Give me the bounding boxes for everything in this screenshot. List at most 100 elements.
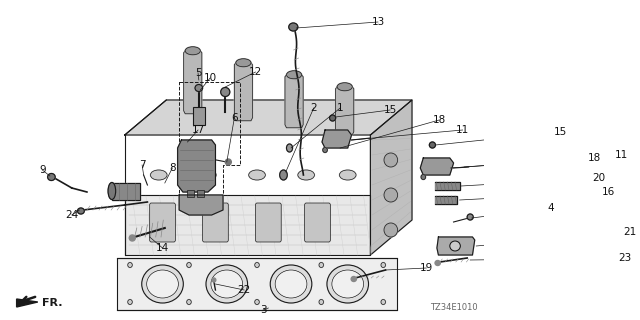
Ellipse shape — [236, 59, 251, 67]
Text: 18: 18 — [433, 115, 446, 125]
Text: 22: 22 — [237, 285, 251, 295]
Text: 20: 20 — [592, 173, 605, 183]
Ellipse shape — [319, 300, 324, 305]
FancyBboxPatch shape — [197, 189, 204, 196]
Polygon shape — [322, 130, 351, 148]
Text: TZ34E1010: TZ34E1010 — [430, 303, 477, 312]
Ellipse shape — [287, 71, 301, 79]
Ellipse shape — [327, 265, 369, 303]
Ellipse shape — [206, 265, 248, 303]
Ellipse shape — [150, 170, 167, 180]
Ellipse shape — [287, 144, 292, 152]
Ellipse shape — [47, 173, 55, 180]
Text: 15: 15 — [554, 127, 568, 137]
FancyBboxPatch shape — [187, 189, 194, 196]
Ellipse shape — [77, 208, 84, 214]
Ellipse shape — [429, 142, 435, 148]
Text: 10: 10 — [204, 73, 217, 83]
Ellipse shape — [147, 270, 179, 298]
Ellipse shape — [450, 241, 460, 251]
Ellipse shape — [323, 148, 327, 153]
Ellipse shape — [129, 235, 135, 241]
Text: 4: 4 — [547, 203, 554, 213]
Ellipse shape — [249, 170, 266, 180]
Ellipse shape — [108, 182, 116, 199]
FancyBboxPatch shape — [305, 203, 330, 242]
Ellipse shape — [128, 262, 132, 268]
Ellipse shape — [141, 265, 183, 303]
Text: 5: 5 — [195, 68, 202, 78]
Text: 19: 19 — [420, 263, 433, 273]
Ellipse shape — [195, 84, 203, 92]
FancyBboxPatch shape — [255, 203, 281, 242]
Text: 1: 1 — [337, 103, 344, 113]
Polygon shape — [17, 299, 38, 307]
Polygon shape — [371, 100, 412, 255]
Ellipse shape — [225, 159, 231, 165]
Polygon shape — [125, 100, 412, 135]
FancyBboxPatch shape — [193, 107, 205, 125]
Ellipse shape — [421, 174, 426, 180]
Ellipse shape — [128, 300, 132, 305]
Ellipse shape — [187, 262, 191, 268]
Ellipse shape — [255, 262, 259, 268]
Ellipse shape — [351, 276, 356, 282]
Text: FR.: FR. — [42, 298, 62, 308]
Ellipse shape — [319, 262, 324, 268]
Ellipse shape — [211, 270, 243, 298]
Text: 6: 6 — [231, 113, 237, 123]
Polygon shape — [179, 195, 223, 215]
FancyBboxPatch shape — [203, 203, 228, 242]
Text: 21: 21 — [623, 227, 636, 237]
Ellipse shape — [332, 270, 364, 298]
Ellipse shape — [280, 170, 287, 180]
Polygon shape — [234, 63, 253, 121]
Ellipse shape — [212, 278, 216, 282]
Text: 18: 18 — [588, 153, 602, 163]
Polygon shape — [285, 75, 303, 128]
Text: 13: 13 — [371, 17, 385, 27]
Polygon shape — [437, 237, 475, 255]
Text: 3: 3 — [260, 305, 266, 315]
Ellipse shape — [270, 265, 312, 303]
Text: 8: 8 — [169, 163, 175, 173]
Polygon shape — [184, 51, 202, 114]
Ellipse shape — [435, 260, 440, 266]
Ellipse shape — [381, 300, 385, 305]
Ellipse shape — [255, 300, 259, 305]
Text: 2: 2 — [310, 103, 317, 113]
Polygon shape — [178, 140, 216, 192]
Polygon shape — [435, 182, 460, 190]
Ellipse shape — [289, 23, 298, 31]
Polygon shape — [125, 195, 371, 255]
Ellipse shape — [298, 170, 314, 180]
Text: 11: 11 — [456, 125, 469, 135]
Ellipse shape — [200, 170, 216, 180]
Ellipse shape — [384, 223, 397, 237]
Ellipse shape — [337, 83, 352, 91]
Text: 14: 14 — [156, 243, 169, 253]
Ellipse shape — [187, 300, 191, 305]
Text: 11: 11 — [615, 150, 628, 160]
Ellipse shape — [339, 170, 356, 180]
Text: 12: 12 — [249, 67, 262, 77]
Text: 17: 17 — [191, 125, 205, 135]
Text: 15: 15 — [383, 105, 397, 115]
Ellipse shape — [275, 270, 307, 298]
FancyBboxPatch shape — [150, 203, 175, 242]
Ellipse shape — [381, 262, 385, 268]
Polygon shape — [435, 196, 458, 204]
FancyBboxPatch shape — [117, 258, 397, 310]
Ellipse shape — [384, 153, 397, 167]
Ellipse shape — [185, 47, 200, 55]
Text: 24: 24 — [65, 210, 79, 220]
Ellipse shape — [330, 115, 335, 121]
Ellipse shape — [384, 188, 397, 202]
Polygon shape — [335, 87, 354, 135]
Text: 9: 9 — [39, 165, 45, 175]
Polygon shape — [112, 183, 140, 200]
Text: 7: 7 — [139, 160, 145, 170]
Text: 23: 23 — [618, 253, 632, 263]
Ellipse shape — [467, 214, 473, 220]
Text: 16: 16 — [602, 187, 615, 197]
